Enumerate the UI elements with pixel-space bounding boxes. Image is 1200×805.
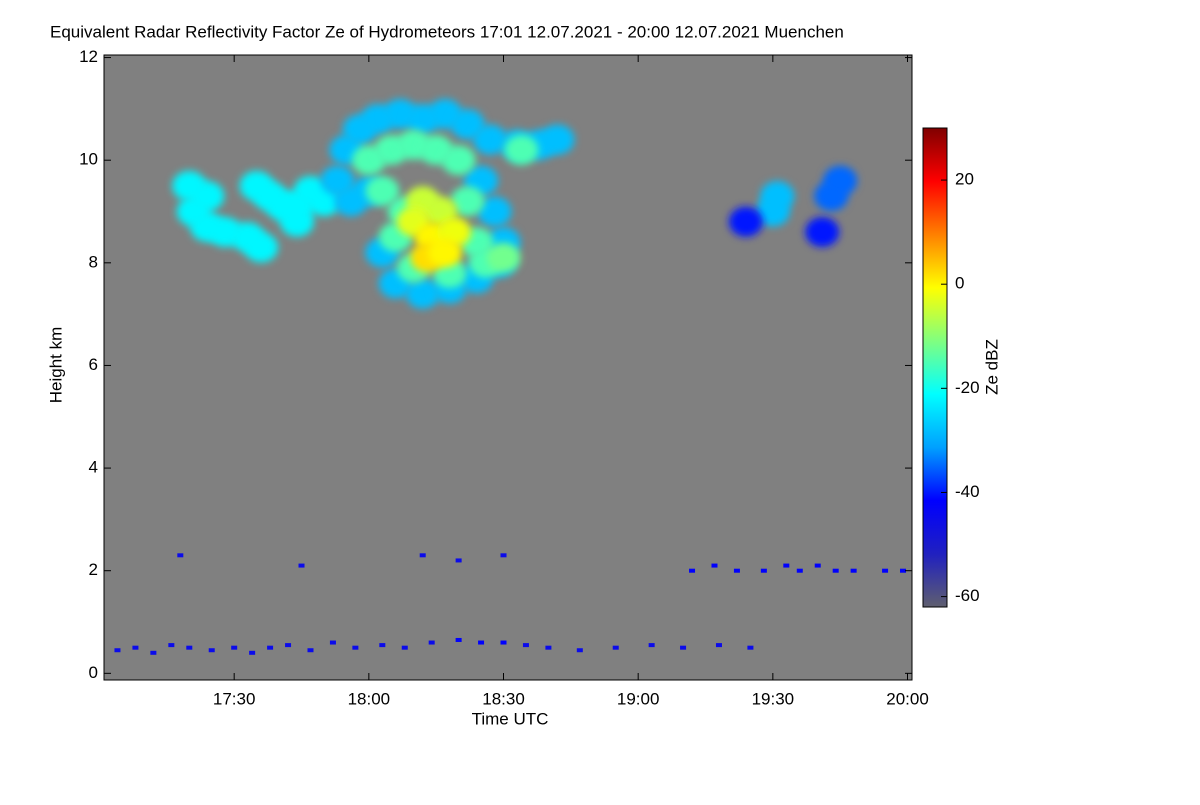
echo-cell: [823, 165, 858, 196]
echo-speck: [428, 640, 435, 645]
echo-speck: [177, 553, 184, 558]
echo-cell: [190, 181, 225, 212]
x-tick-label: 20:00: [886, 689, 929, 708]
echo-speck: [500, 553, 507, 558]
echo-speck: [307, 648, 314, 653]
y-tick-label: 10: [79, 150, 98, 169]
x-tick-label: 19:30: [752, 689, 795, 708]
echo-speck: [612, 645, 619, 650]
echo-speck: [419, 553, 426, 558]
echo-cell: [540, 124, 575, 155]
echo-field: [114, 99, 907, 655]
echo-cell: [805, 217, 840, 248]
echo-cell: [405, 278, 440, 309]
plot-frame: [103, 54, 913, 681]
echo-speck: [711, 563, 718, 568]
x-tick-label: 17:30: [213, 689, 256, 708]
echo-speck: [208, 648, 215, 653]
y-tick-label: 6: [89, 355, 98, 374]
echo-speck: [747, 645, 754, 650]
y-axis-title: Height km: [46, 327, 65, 404]
echo-speck: [455, 558, 462, 563]
x-axis-title: Time UTC: [472, 709, 549, 728]
echo-speck: [455, 637, 462, 642]
echo-cell: [280, 206, 315, 237]
x-tick-label: 18:30: [482, 689, 525, 708]
echo-cell: [477, 196, 512, 227]
echo-speck: [249, 650, 256, 655]
echo-speck: [689, 568, 696, 573]
colorbar-tick-label: 0: [955, 274, 964, 293]
echo-speck: [285, 643, 292, 648]
colorbar-tick-label: -20: [955, 378, 980, 397]
echo-speck: [733, 568, 740, 573]
echo-speck: [186, 645, 193, 650]
y-tick-label: 4: [89, 458, 98, 477]
echo-speck: [478, 640, 485, 645]
echo-speck: [298, 563, 305, 568]
echo-speck: [379, 643, 386, 648]
echo-speck: [715, 643, 722, 648]
echo-speck: [648, 643, 655, 648]
echo-cell: [760, 181, 795, 212]
echo-speck: [576, 648, 583, 653]
echo-speck: [545, 645, 552, 650]
colorbar-tick-label: -60: [955, 586, 980, 605]
echo-speck: [882, 568, 889, 573]
echo-speck: [500, 640, 507, 645]
echo-cell: [365, 175, 400, 206]
echo-speck: [150, 650, 157, 655]
echo-speck: [329, 640, 336, 645]
echo-cell: [473, 124, 508, 155]
echo-cell: [428, 237, 463, 268]
y-tick-label: 8: [89, 252, 98, 271]
echo-speck: [680, 645, 687, 650]
y-tick-label: 0: [89, 663, 98, 682]
colorbar: [922, 127, 948, 608]
echo-speck: [832, 568, 839, 573]
x-tick-label: 19:00: [617, 689, 660, 708]
colorbar-title: Ze dBZ: [982, 339, 1001, 395]
echo-speck: [132, 645, 139, 650]
plot-background: [104, 55, 912, 680]
y-tick-label: 12: [79, 47, 98, 66]
echo-speck: [114, 648, 121, 653]
echo-speck: [231, 645, 238, 650]
echo-cell: [441, 145, 476, 176]
echo-cell: [244, 232, 279, 263]
echo-speck: [796, 568, 803, 573]
echo-cell: [486, 242, 521, 273]
echo-speck: [900, 568, 907, 573]
x-tick-label: 18:00: [348, 689, 391, 708]
echo-speck: [401, 645, 408, 650]
echo-speck: [760, 568, 767, 573]
echo-speck: [850, 568, 857, 573]
colorbar-tick-label: 20: [955, 170, 974, 189]
echo-speck: [267, 645, 274, 650]
echo-speck: [783, 563, 790, 568]
colorbar-tick-label: -40: [955, 482, 980, 501]
echo-cell: [728, 206, 763, 237]
echo-speck: [168, 643, 175, 648]
echo-speck: [352, 645, 359, 650]
echo-cell: [504, 134, 539, 165]
echo-cell: [450, 186, 485, 217]
echo-speck: [814, 563, 821, 568]
chart-title: Equivalent Radar Reflectivity Factor Ze …: [50, 22, 844, 41]
y-tick-label: 2: [89, 560, 98, 579]
echo-speck: [522, 643, 529, 648]
